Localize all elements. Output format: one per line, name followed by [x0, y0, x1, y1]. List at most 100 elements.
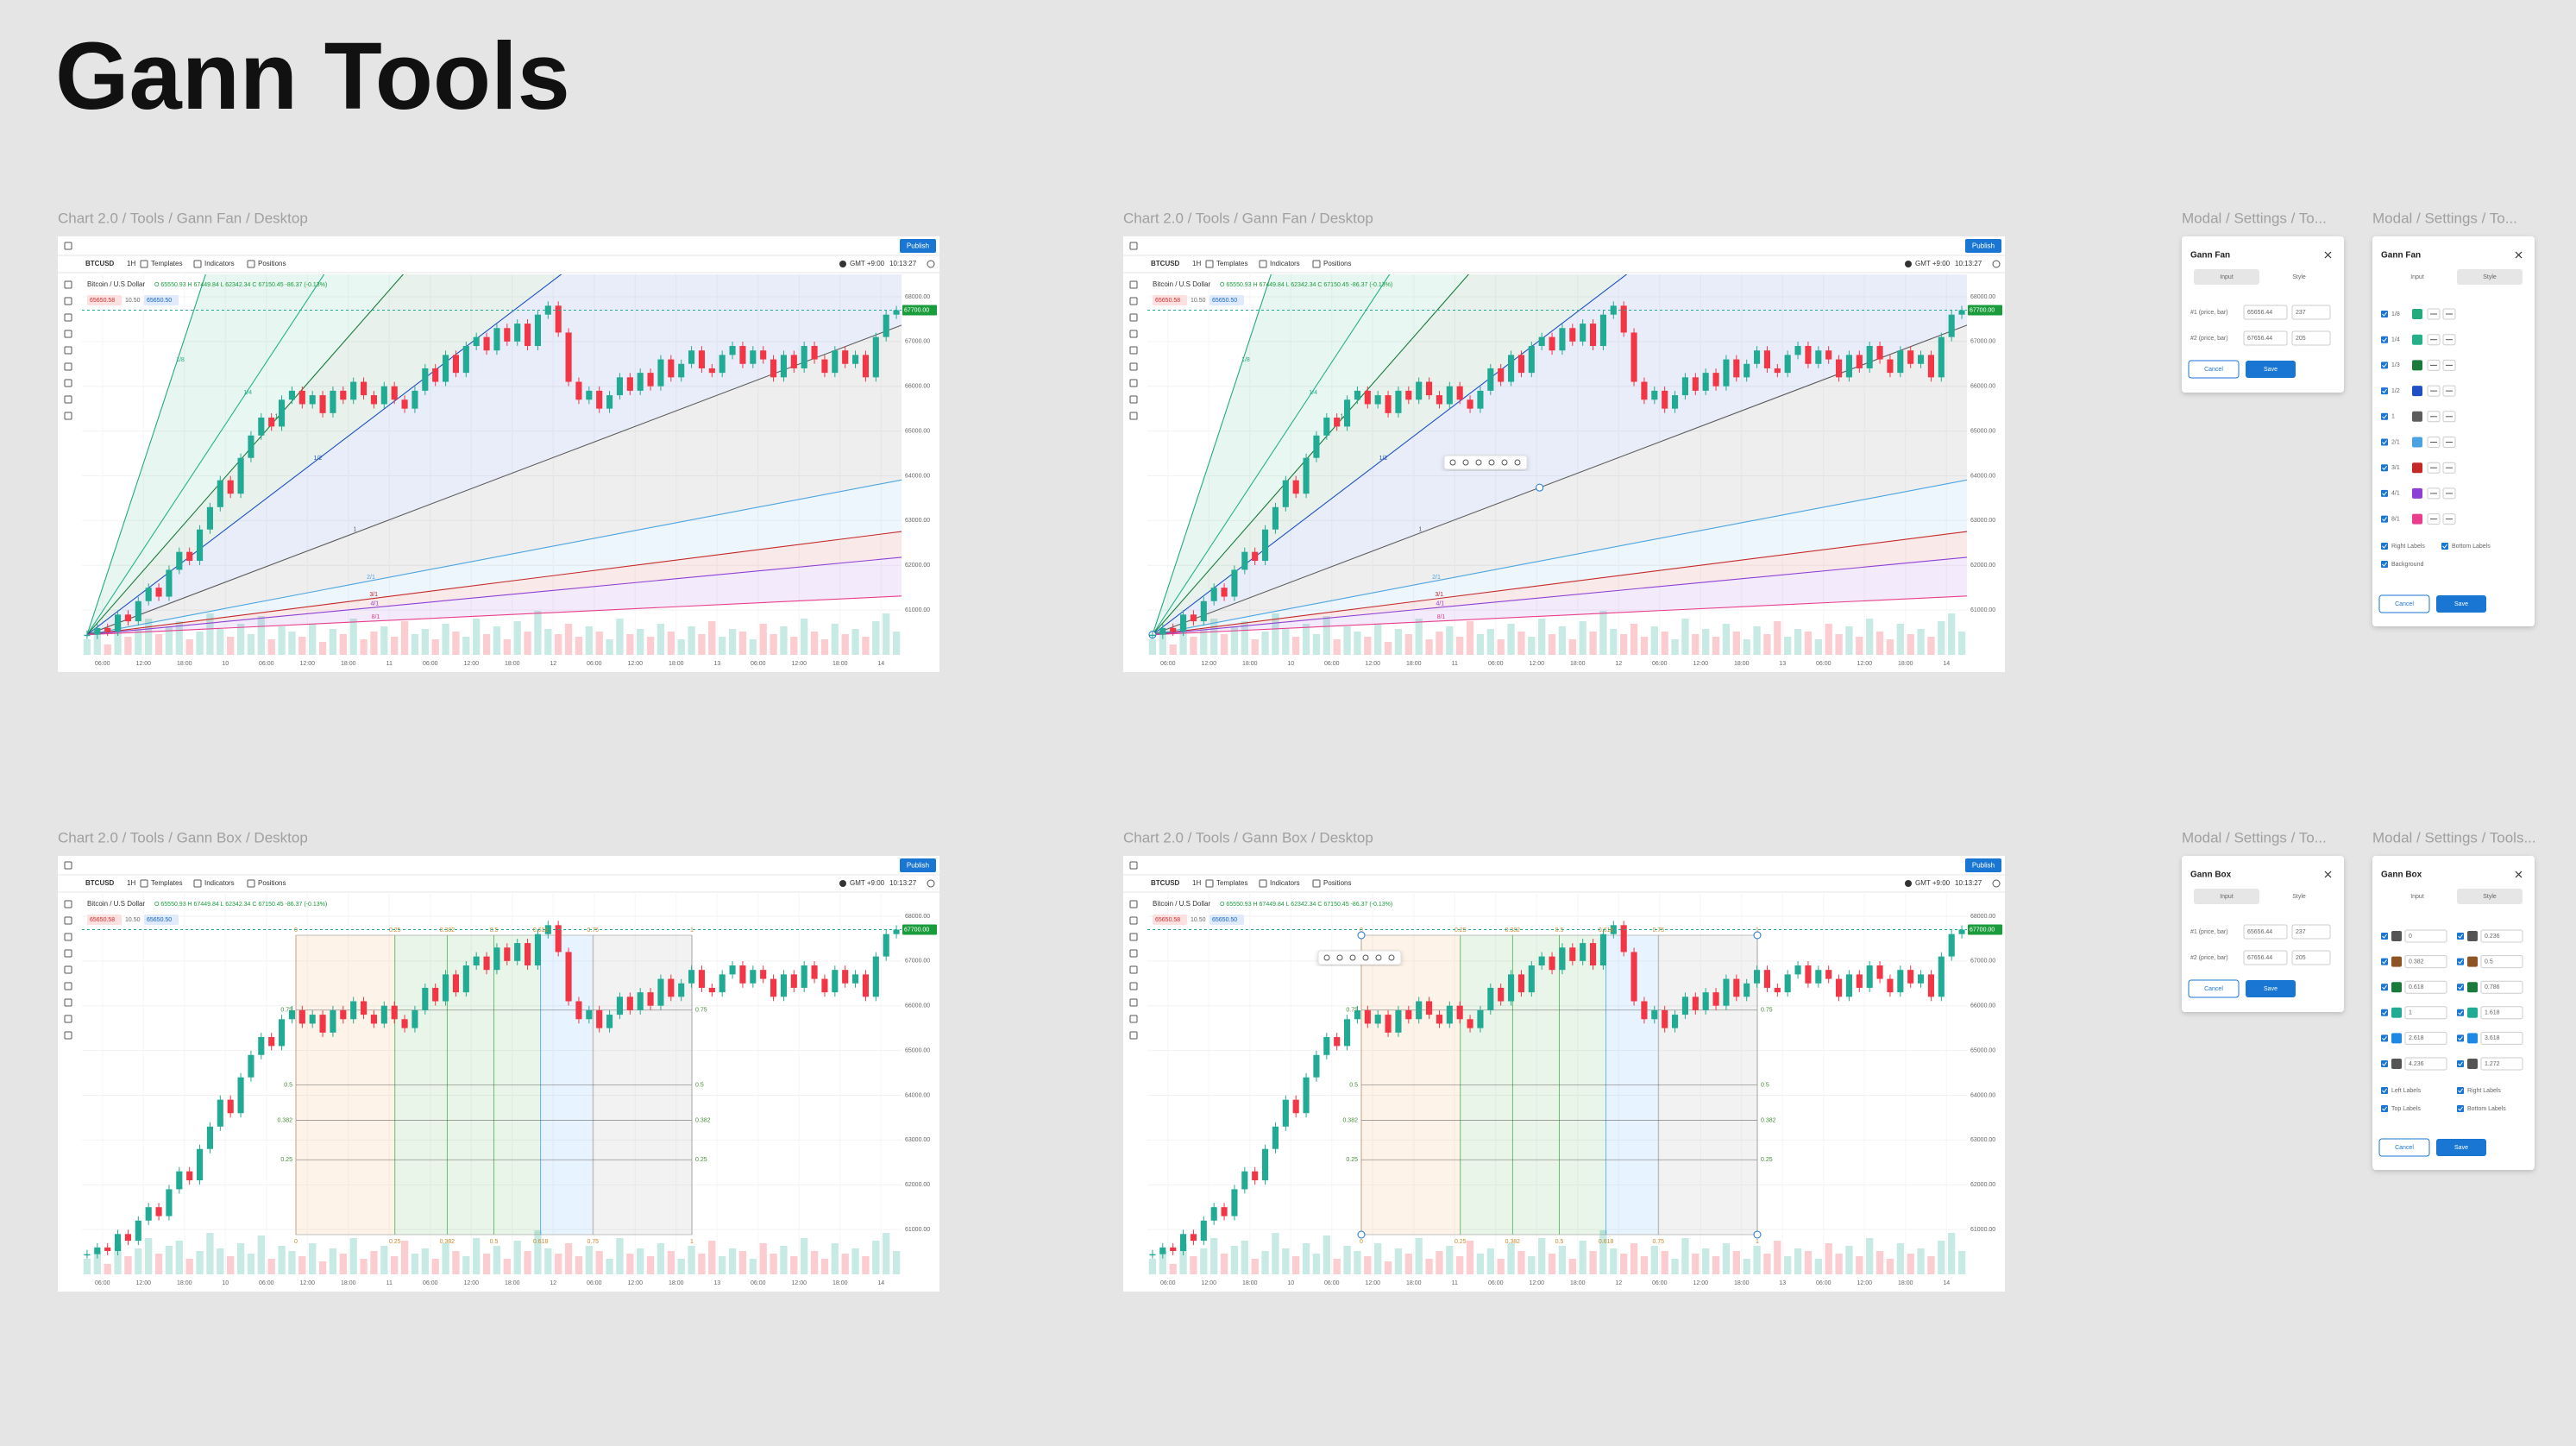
toolbar-icon[interactable]: [1323, 954, 1330, 961]
menu-item[interactable]: Positions: [1323, 260, 1351, 267]
menu-item[interactable]: Templates: [151, 879, 182, 887]
cancel-button[interactable]: [2188, 360, 2240, 379]
bar-input[interactable]: [2291, 330, 2331, 346]
checkbox[interactable]: [2381, 336, 2388, 343]
checkbox[interactable]: [2457, 1009, 2464, 1016]
checkbox[interactable]: [2457, 933, 2464, 940]
save-button[interactable]: [2246, 361, 2296, 378]
color-swatch[interactable]: [2467, 931, 2478, 941]
close-button[interactable]: [2515, 871, 2523, 878]
color-swatch[interactable]: [2412, 386, 2422, 397]
menu-item[interactable]: Indicators: [204, 879, 235, 887]
color-swatch[interactable]: [2412, 487, 2422, 499]
level-input[interactable]: [2480, 980, 2523, 994]
color-swatch[interactable]: [2467, 1033, 2478, 1044]
color-swatch[interactable]: [2391, 931, 2402, 941]
cancel-button[interactable]: [2378, 594, 2430, 613]
sell-box[interactable]: [1153, 295, 1187, 305]
price-input[interactable]: [2243, 924, 2288, 940]
price-input[interactable]: [2243, 950, 2288, 965]
checkbox[interactable]: [2381, 958, 2388, 965]
sell-box[interactable]: [87, 295, 122, 305]
close-button[interactable]: [2324, 251, 2332, 259]
checkbox[interactable]: [2381, 543, 2388, 550]
buy-box[interactable]: [144, 295, 179, 305]
buy-box[interactable]: [1209, 295, 1244, 305]
interval[interactable]: 1H: [127, 879, 135, 887]
close-button[interactable]: [2324, 871, 2332, 878]
tab[interactable]: Input: [2410, 894, 2424, 900]
checkbox[interactable]: [2381, 311, 2388, 317]
checkbox[interactable]: [2457, 1060, 2464, 1067]
color-swatch[interactable]: [2412, 437, 2422, 448]
bar-input[interactable]: [2291, 924, 2331, 940]
checkbox[interactable]: [2381, 438, 2388, 446]
handle[interactable]: [1753, 931, 1762, 940]
checkbox[interactable]: [2457, 958, 2464, 965]
color-swatch[interactable]: [2391, 1059, 2402, 1069]
checkbox[interactable]: [2457, 1034, 2464, 1042]
cancel-button[interactable]: [2378, 1138, 2430, 1157]
toolbar-icon[interactable]: [1488, 459, 1495, 466]
checkbox[interactable]: [2457, 1105, 2464, 1112]
level-input[interactable]: [2404, 1006, 2447, 1020]
checkbox[interactable]: [2381, 561, 2388, 568]
level-input[interactable]: [2480, 955, 2523, 969]
price-input[interactable]: [2243, 305, 2288, 320]
tab[interactable]: Input: [2410, 274, 2424, 280]
checkbox[interactable]: [2381, 489, 2388, 497]
toolbar-icon[interactable]: [1375, 954, 1382, 961]
publish-button[interactable]: [1965, 239, 2001, 253]
save-button[interactable]: [2246, 980, 2296, 997]
checkbox[interactable]: [2381, 1060, 2388, 1067]
menu-item[interactable]: Indicators: [1270, 260, 1300, 267]
price-input[interactable]: [2243, 330, 2288, 346]
toolbar-icon[interactable]: [1449, 459, 1456, 466]
handle[interactable]: [1357, 1230, 1366, 1239]
color-swatch[interactable]: [2467, 1059, 2478, 1069]
level-input[interactable]: [2404, 980, 2447, 994]
handle[interactable]: [1536, 483, 1544, 492]
color-swatch[interactable]: [2412, 462, 2422, 474]
interval[interactable]: 1H: [1192, 260, 1201, 267]
menu-item[interactable]: Templates: [1216, 879, 1247, 887]
tab[interactable]: Input: [2220, 274, 2234, 280]
checkbox[interactable]: [2381, 1009, 2388, 1016]
checkbox[interactable]: [2381, 362, 2388, 369]
buy-box[interactable]: [1209, 915, 1244, 925]
level-input[interactable]: [2480, 1006, 2523, 1020]
publish-button[interactable]: [1965, 858, 2001, 872]
tab[interactable]: Style: [2483, 274, 2497, 280]
checkbox[interactable]: [2381, 984, 2388, 991]
toolbar-icon[interactable]: [1336, 954, 1343, 961]
color-swatch[interactable]: [2391, 982, 2402, 993]
checkbox[interactable]: [2381, 1034, 2388, 1042]
checkbox[interactable]: [2381, 1105, 2388, 1112]
toolbar-icon[interactable]: [1514, 459, 1521, 466]
checkbox[interactable]: [2381, 464, 2388, 472]
checkbox[interactable]: [2381, 515, 2388, 523]
toolbar-icon[interactable]: [1462, 459, 1469, 466]
color-swatch[interactable]: [2467, 1007, 2478, 1018]
checkbox[interactable]: [2381, 1087, 2388, 1094]
color-swatch[interactable]: [2412, 334, 2422, 345]
sell-box[interactable]: [87, 915, 122, 925]
color-swatch[interactable]: [2412, 360, 2422, 371]
level-input[interactable]: [2404, 1031, 2447, 1045]
interval[interactable]: 1H: [127, 260, 135, 267]
tab[interactable]: Style: [2483, 894, 2497, 900]
menu-item[interactable]: Indicators: [1270, 879, 1300, 887]
level-input[interactable]: [2480, 1031, 2523, 1045]
checkbox[interactable]: [2441, 543, 2448, 550]
buy-box[interactable]: [144, 915, 179, 925]
toolbar-icon[interactable]: [1362, 954, 1369, 961]
tab[interactable]: Style: [2292, 894, 2306, 900]
level-input[interactable]: [2404, 1057, 2447, 1071]
level-input[interactable]: [2404, 929, 2447, 943]
menu-item[interactable]: Positions: [258, 260, 286, 267]
sell-box[interactable]: [1153, 915, 1187, 925]
menu-item[interactable]: Positions: [1323, 879, 1351, 887]
checkbox[interactable]: [2381, 933, 2388, 940]
level-input[interactable]: [2480, 1057, 2523, 1071]
bar-input[interactable]: [2291, 305, 2331, 320]
